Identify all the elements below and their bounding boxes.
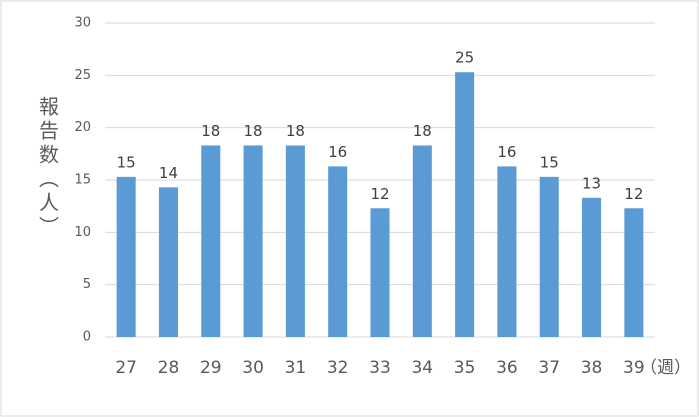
- x-axis-unit: （週）: [640, 358, 691, 378]
- y-tick-label: 0: [83, 330, 91, 345]
- x-tick-label: 34: [411, 358, 433, 378]
- data-label: 15: [540, 153, 559, 171]
- x-tick-label: 31: [285, 358, 307, 378]
- y-tick-label: 25: [74, 68, 91, 83]
- data-label: 12: [624, 185, 643, 203]
- bar: [582, 197, 602, 337]
- y-tick-label: 20: [74, 120, 91, 135]
- y-tick-label: 30: [74, 16, 91, 31]
- data-label: 15: [117, 153, 136, 171]
- bar: [285, 145, 305, 337]
- data-label: 16: [328, 143, 347, 161]
- x-tick-label: 28: [158, 358, 180, 378]
- x-tick-label: 32: [327, 358, 349, 378]
- data-label: 18: [286, 122, 305, 140]
- x-tick-label: 39: [623, 358, 645, 378]
- bar: [201, 145, 221, 337]
- x-tick-label: 33: [369, 358, 391, 378]
- y-axis-label: 報告数（人）: [36, 96, 60, 240]
- data-label: 18: [201, 122, 220, 140]
- bar: [539, 176, 559, 337]
- data-label: 14: [159, 164, 178, 182]
- data-label: 12: [370, 185, 389, 203]
- bar: [455, 72, 475, 338]
- x-tick-label: 38: [581, 358, 603, 378]
- y-tick-label: 5: [83, 277, 91, 292]
- bar: [328, 166, 348, 337]
- x-tick-label: 35: [454, 358, 476, 378]
- data-label: 25: [455, 49, 474, 67]
- y-tick-label: 10: [74, 225, 91, 240]
- bar: [370, 208, 390, 337]
- x-tick-label: 36: [496, 358, 518, 378]
- data-label: 13: [582, 174, 601, 192]
- bar: [624, 208, 644, 337]
- bar: [497, 166, 517, 337]
- y-tick-label: 15: [74, 173, 91, 188]
- bar: [116, 176, 136, 337]
- bar: [243, 145, 263, 337]
- bar: [158, 187, 178, 337]
- bar: [412, 145, 432, 337]
- x-tick-label: 37: [538, 358, 560, 378]
- x-tick-label: 29: [200, 358, 222, 378]
- data-label: 16: [497, 143, 516, 161]
- data-label: 18: [244, 122, 263, 140]
- x-tick-label: 30: [242, 358, 264, 378]
- x-tick-label: 27: [115, 358, 137, 378]
- data-label: 18: [413, 122, 432, 140]
